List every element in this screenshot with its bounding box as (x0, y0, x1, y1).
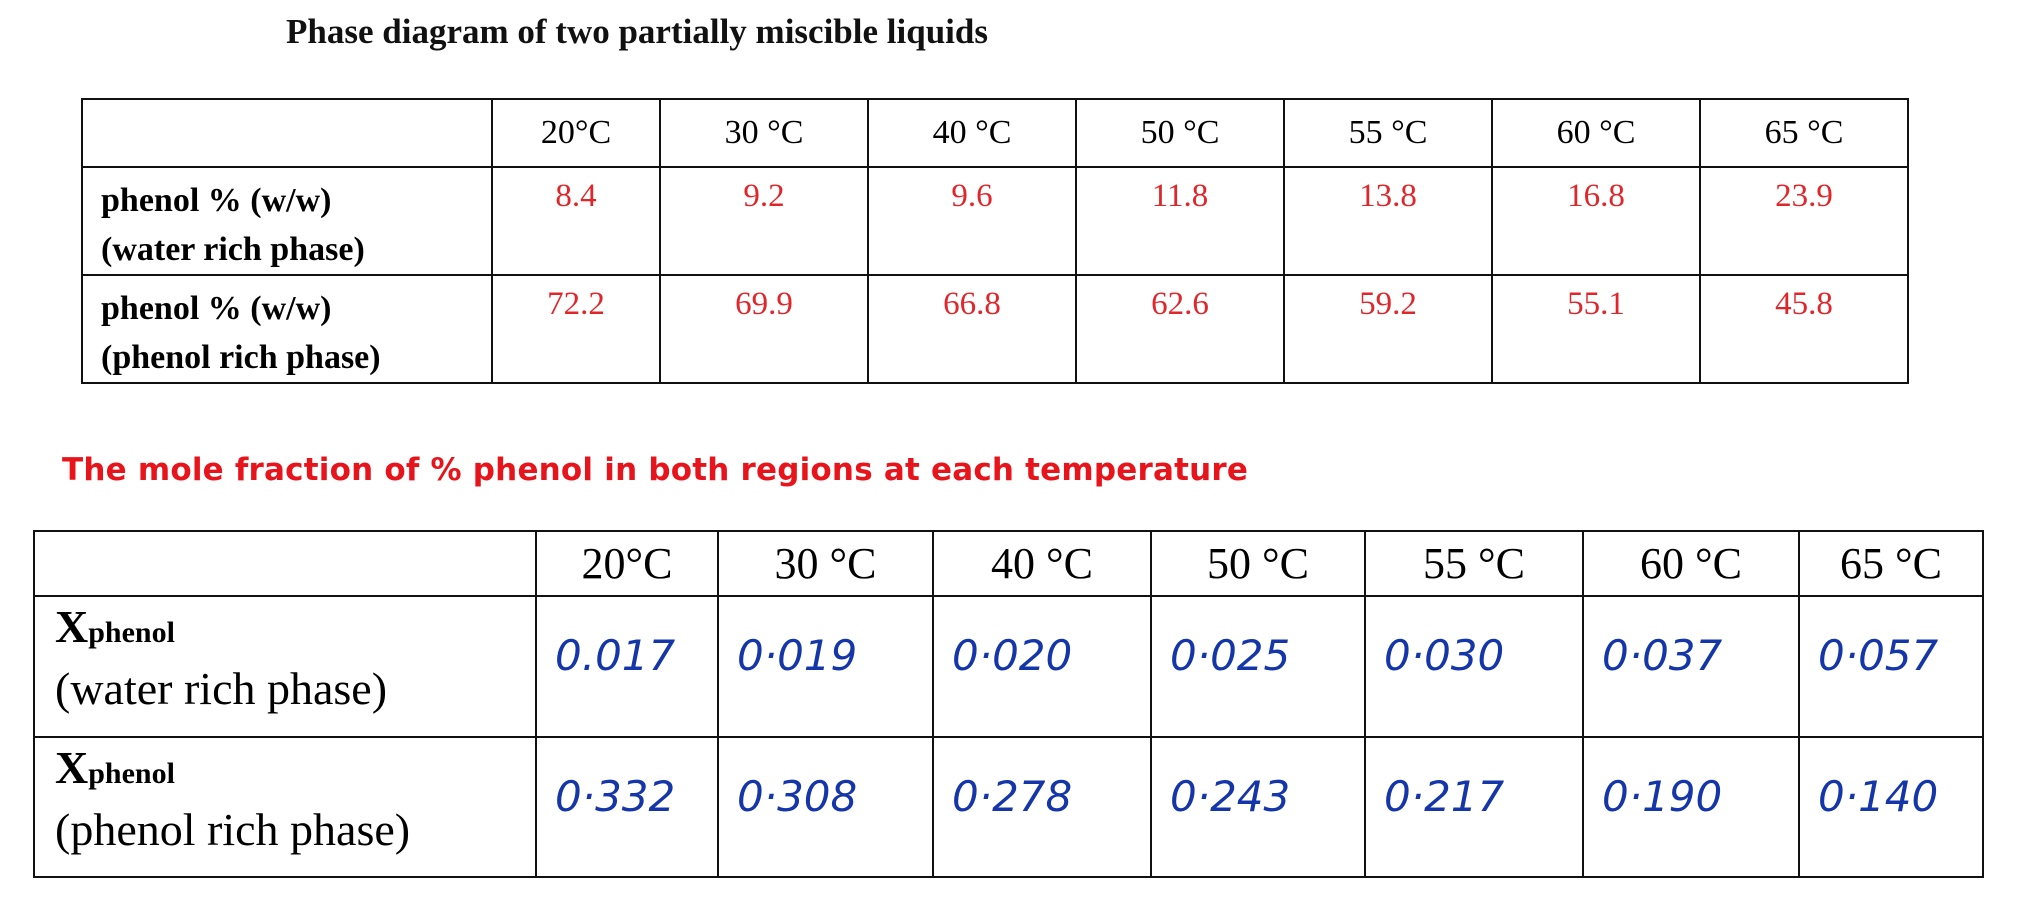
mole-fraction-table: 20°C 30 °C 40 °C 50 °C 55 °C 60 °C 65 °C Xpheno… (33, 530, 1984, 878)
value-cell: 0·037 (1582, 595, 1800, 738)
value-cell: 23.9 (1699, 166, 1909, 276)
row-label: Xphenol (water rich phase) (33, 595, 537, 738)
value-cell: 0·025 (1150, 595, 1366, 738)
composition-table: 20°C 30 °C 40 °C 50 °C 55 °C 60 °C 65 °C phenol… (81, 98, 1909, 384)
column-header: 60 °C (1582, 530, 1800, 597)
value-cell: 0·278 (932, 736, 1152, 878)
value-cell: 13.8 (1283, 166, 1493, 276)
value-cell: 0·308 (717, 736, 934, 878)
column-header: 55 °C (1283, 98, 1493, 168)
column-header: 50 °C (1150, 530, 1366, 597)
value-cell: 72.2 (491, 274, 661, 384)
phase-label: (water rich phase) (55, 663, 388, 715)
value-cell: 9.6 (867, 166, 1077, 276)
value-cell: 8.4 (491, 166, 661, 276)
column-header: 30 °C (659, 98, 869, 168)
value-cell: 0·217 (1364, 736, 1584, 878)
row-label-line: (phenol rich phase) (101, 339, 381, 376)
phase-label: (phenol rich phase) (55, 804, 411, 856)
corner-cell (81, 98, 493, 168)
subtitle: The mole fraction of % phenol in both re… (62, 452, 1249, 488)
value-cell: 66.8 (867, 274, 1077, 384)
symbol: X (55, 742, 89, 793)
value-cell: 0·057 (1798, 595, 1984, 738)
column-header: 20°C (535, 530, 719, 597)
value-cell: 0.017 (535, 595, 719, 738)
value-cell: 0·140 (1798, 736, 1984, 878)
value-cell: 0·019 (717, 595, 934, 738)
header-row: 20°C 30 °C 40 °C 50 °C 55 °C 60 °C 65 °C (81, 98, 1909, 168)
value-cell: 0·243 (1150, 736, 1366, 878)
title: Phase diagram of two partially miscible … (286, 12, 988, 51)
value-cell: 9.2 (659, 166, 869, 276)
value-cell: 62.6 (1075, 274, 1285, 384)
value-cell: 0·030 (1364, 595, 1584, 738)
value-cell: 45.8 (1699, 274, 1909, 384)
symbol: X (55, 601, 89, 652)
column-header: 40 °C (867, 98, 1077, 168)
column-header: 60 °C (1491, 98, 1701, 168)
value-cell: 0·020 (932, 595, 1152, 738)
column-header: 40 °C (932, 530, 1152, 597)
row-label: Xphenol (phenol rich phase) (33, 736, 537, 878)
row: Xphenol (phenol rich phase) 0·332 0·308 0·27… (33, 736, 1984, 878)
column-header: 65 °C (1798, 530, 1984, 597)
subscript: phenol (88, 757, 175, 790)
column-header: 50 °C (1075, 98, 1285, 168)
row-label: phenol % (w/w) (water rich phase) (81, 166, 493, 276)
subscript: phenol (88, 616, 175, 649)
column-header: 30 °C (717, 530, 934, 597)
column-header: 65 °C (1699, 98, 1909, 168)
header-row: 20°C 30 °C 40 °C 50 °C 55 °C 60 °C 65 °C (33, 530, 1984, 597)
row-label-line: phenol % (w/w) (101, 290, 332, 327)
value-cell: 0·190 (1582, 736, 1800, 878)
value-cell: 69.9 (659, 274, 869, 384)
row: Xphenol (water rich phase) 0.017 0·019 0·020… (33, 595, 1984, 738)
column-header: 20°C (491, 98, 661, 168)
row: phenol % (w/w) (water rich phase) 8.4 9.2 9.… (81, 166, 1909, 276)
value-cell: 0·332 (535, 736, 719, 878)
row-label: phenol % (w/w) (phenol rich phase) (81, 274, 493, 384)
value-cell: 55.1 (1491, 274, 1701, 384)
value-cell: 16.8 (1491, 166, 1701, 276)
row: phenol % (w/w) (phenol rich phase) 72.2 69.… (81, 274, 1909, 384)
corner-cell (33, 530, 537, 597)
row-label-line: (water rich phase) (101, 231, 365, 268)
row-label-line: phenol % (w/w) (101, 182, 332, 219)
value-cell: 11.8 (1075, 166, 1285, 276)
value-cell: 59.2 (1283, 274, 1493, 384)
column-header: 55 °C (1364, 530, 1584, 597)
